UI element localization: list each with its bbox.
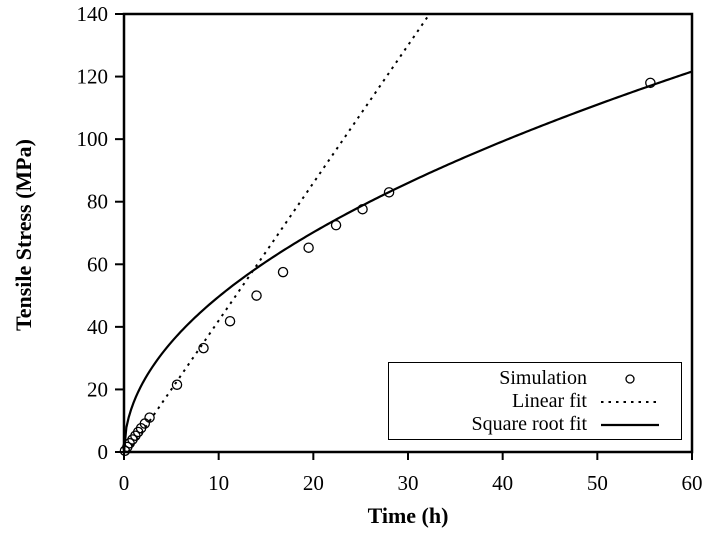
y-tick-label: 140 [77, 2, 109, 26]
x-tick-label: 40 [492, 471, 513, 495]
x-tick-label: 30 [398, 471, 419, 495]
legend-label-square-root-fit: Square root fit [471, 413, 587, 435]
x-tick-label: 0 [119, 471, 130, 495]
x-axis-title: Time (h) [367, 503, 449, 528]
series-square-root-fit-line [122, 70, 693, 453]
dashed-line-icon [587, 394, 673, 410]
y-tick-label: 60 [87, 252, 108, 276]
y-tick-label: 40 [87, 315, 108, 339]
legend-label-linear-fit: Linear fit [512, 390, 587, 412]
series-simulation-marker [645, 77, 656, 89]
series-simulation-marker [144, 412, 155, 423]
series-linear-fit-line [127, 13, 431, 453]
legend-row-square-root-fit: Square root fit [389, 413, 673, 436]
y-tick-label: 100 [77, 127, 109, 151]
x-tick-label: 20 [303, 471, 324, 495]
legend-box: Simulation Linear fit Square root fit [388, 362, 682, 440]
series-simulation-marker [303, 242, 314, 253]
solid-line-icon [587, 417, 673, 433]
legend-row-linear-fit: Linear fit [389, 390, 673, 413]
x-tick-label: 50 [587, 471, 608, 495]
legend-label-simulation: Simulation [499, 367, 587, 389]
series-simulation-marker [277, 266, 289, 278]
legend-row-simulation: Simulation [389, 367, 673, 390]
y-axis-title: Tensile Stress (MPa) [11, 139, 36, 331]
plot-frame [122, 12, 694, 454]
x-tick-label: 60 [682, 471, 703, 495]
series-simulation-marker [383, 187, 395, 198]
series-simulation-marker [251, 290, 262, 301]
series-simulation-marker [198, 342, 209, 354]
y-tick-label: 120 [77, 65, 109, 89]
y-tick-label: 20 [87, 377, 108, 401]
series-simulation-marker [171, 379, 183, 390]
x-tick-label: 10 [208, 471, 229, 495]
y-tick-label: 80 [87, 190, 108, 214]
circle-marker-icon [587, 371, 673, 387]
series-simulation-marker [224, 315, 236, 327]
y-tick-label: 0 [98, 440, 109, 464]
